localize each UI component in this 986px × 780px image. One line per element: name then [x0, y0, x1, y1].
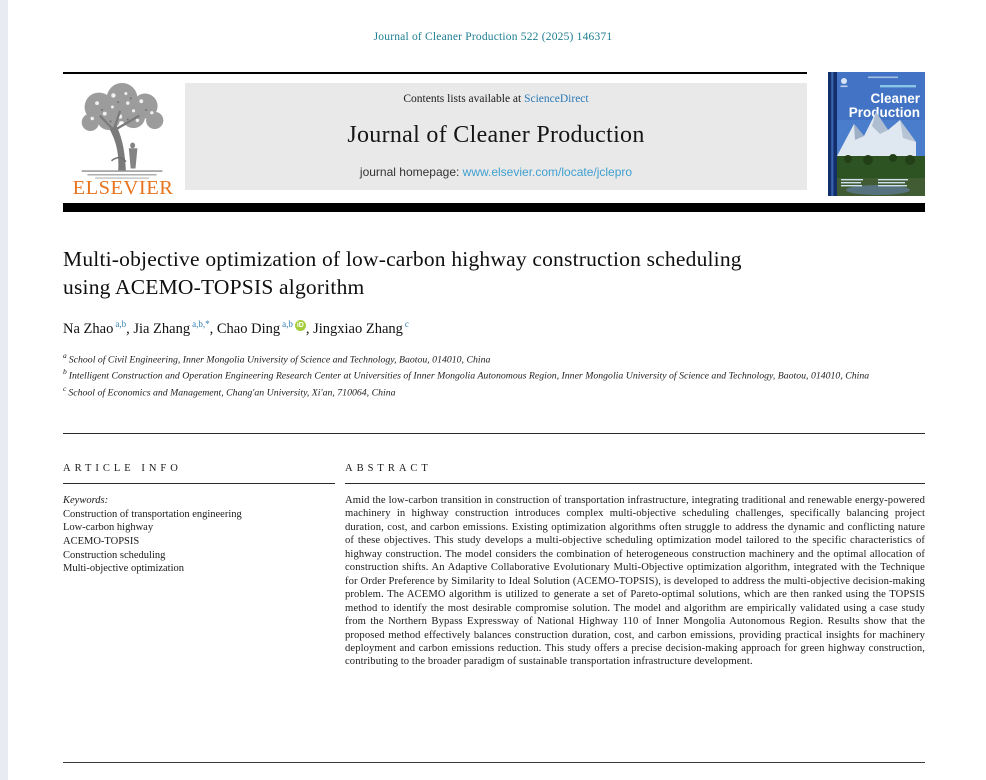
- keyword-item: Construction scheduling: [63, 549, 166, 561]
- affiliation-label: a: [63, 350, 67, 360]
- title-block: Multi-objective optimization of low-carb…: [63, 246, 925, 400]
- cover-title-line1: Cleaner: [870, 91, 920, 106]
- keyword-item: Multi-objective optimization: [63, 563, 185, 575]
- affiliation-label: b: [63, 367, 67, 377]
- journal-header-banner: ELSEVIER Contents lists available at Sci…: [63, 72, 925, 213]
- abstract-text: Amid the low-carbon transition in constr…: [345, 495, 925, 668]
- affiliation-item: c School of Economics and Management, Cha…: [63, 384, 925, 400]
- homepage-line: journal homepage: www.elsevier.com/locat…: [185, 165, 807, 179]
- elsevier-logo: ELSEVIER: [63, 80, 183, 202]
- author-affil-sup: a,b: [115, 318, 127, 329]
- contents-line: Contents lists available at ScienceDirec…: [185, 93, 807, 105]
- author-name: Jia Zhang: [133, 320, 191, 337]
- article-info-rule: [63, 483, 335, 484]
- article-info-abstract-section: ARTICLE INFO Keywords: Construction of t…: [63, 463, 925, 669]
- affiliation-item: a School of Civil Engineering, Inner Mong…: [63, 351, 925, 367]
- article-info-column: ARTICLE INFO Keywords: Construction of t…: [63, 463, 335, 669]
- sciencedirect-link[interactable]: ScienceDirect: [524, 93, 589, 105]
- section-divider-rule: [63, 433, 925, 434]
- author-affil-sup: a,b,*: [192, 318, 210, 329]
- header-top-rule: [63, 72, 807, 74]
- orcid-icon[interactable]: iD: [294, 319, 306, 331]
- affiliation-text: School of Civil Engineering, Inner Mongo…: [68, 353, 491, 365]
- keywords-block: Keywords: Construction of transportation…: [63, 494, 335, 576]
- author-affil-sup: a,b: [282, 318, 293, 329]
- journal-cover-image: Cleaner Production: [828, 72, 925, 196]
- cover-title-line2: Production: [849, 105, 920, 120]
- elsevier-tree-icon: [81, 82, 164, 179]
- author-name: Chao Ding: [216, 320, 281, 337]
- author-name: Jingxiao Zhang: [313, 320, 403, 337]
- page-edge-shadow: [0, 0, 8, 780]
- keyword-item: Construction of transportation engineeri…: [63, 508, 242, 520]
- elsevier-wordmark: ELSEVIER: [72, 177, 174, 199]
- article-info-heading: ARTICLE INFO: [63, 463, 182, 474]
- journal-homepage-link[interactable]: www.elsevier.com/locate/jclepro: [462, 165, 633, 179]
- homepage-label: journal homepage:: [359, 165, 463, 179]
- affiliations-list: a School of Civil Engineering, Inner Mong…: [63, 351, 925, 400]
- author-affil-sup: c: [404, 318, 409, 329]
- affiliation-text: Intelligent Construction and Operation E…: [68, 370, 870, 382]
- journal-cover-thumbnail[interactable]: Cleaner Production: [828, 72, 925, 196]
- abstract-rule: [345, 483, 925, 484]
- keywords-label: Keywords:: [63, 495, 109, 506]
- journal-citation: Journal of Cleaner Production 522 (2025)…: [373, 31, 613, 43]
- abstract-column: ABSTRACT Amid the low-carbon transition …: [345, 463, 925, 669]
- author-separator: ,: [209, 320, 217, 337]
- affiliation-item: b Intelligent Construction and Operation …: [63, 367, 925, 383]
- abstract-heading: ABSTRACT: [345, 463, 432, 474]
- authors-line: Na Zhao a,b, Jia Zhang a,b,*, Chao Ding a,b…: [63, 319, 925, 338]
- journal-title: Journal of Cleaner Production: [347, 121, 645, 148]
- author-separator: ,: [305, 320, 314, 337]
- affiliation-text: School of Economics and Management, Chan…: [68, 386, 396, 398]
- affiliation-label: c: [63, 383, 67, 393]
- article-title: Multi-objective optimization of low-carb…: [63, 247, 742, 299]
- keyword-item: ACEMO-TOPSIS: [63, 535, 140, 547]
- author-name: Na Zhao: [63, 320, 114, 337]
- author-separator: ,: [126, 320, 134, 337]
- keyword-item: Low-carbon highway: [63, 522, 154, 534]
- page-bottom-rule: [63, 762, 925, 763]
- contents-line-text: Contents lists available at: [403, 93, 525, 105]
- journal-banner-box: Contents lists available at ScienceDirec…: [185, 83, 807, 190]
- header-bottom-bar: [63, 203, 925, 212]
